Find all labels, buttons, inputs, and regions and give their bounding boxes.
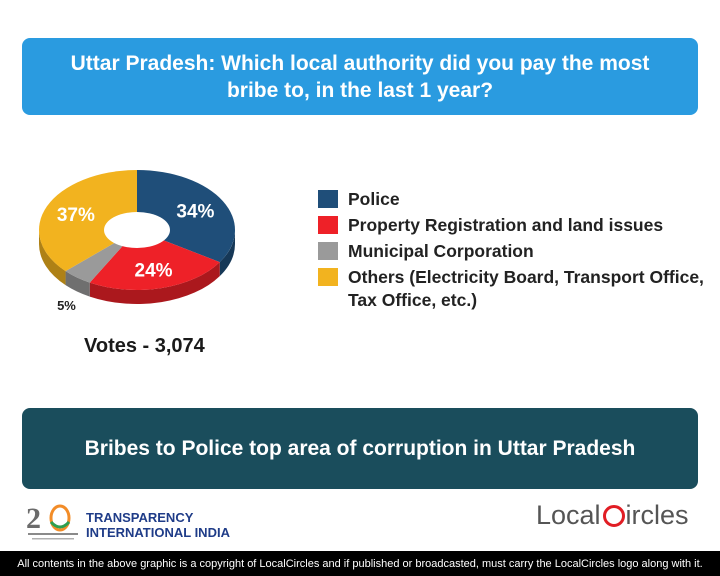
chart-depth (39, 230, 235, 304)
legend-item-police: Police (318, 188, 708, 211)
lc-text-left: Local (536, 500, 601, 530)
slice-side-others-electricity-board-transport-office-tax-office-etc (39, 230, 66, 286)
slice-side-police (219, 230, 235, 277)
localcircles-logo: Local ircles (536, 500, 689, 531)
legend-label: Property Registration and land issues (348, 215, 664, 235)
donut-hole (104, 212, 170, 248)
slice-label-property-registration-and-land-issues: 24% (135, 261, 173, 282)
legend-label: Municipal Corporation (348, 241, 534, 261)
lc-circle-icon (602, 504, 625, 527)
ti-wordmark: TRANSPARENCY INTERNATIONAL INDIA (86, 510, 230, 540)
chart-labels: 34% 24% 5% 37% (57, 201, 215, 313)
slice-label-police: 34% (176, 201, 214, 222)
question-banner: Uttar Pradesh: Which local authority did… (22, 38, 698, 115)
svg-text:2: 2 (26, 502, 41, 535)
ti-line1: TRANSPARENCY (86, 510, 194, 525)
slice-others-electricity-board-transport-office-tax-office-etc (39, 170, 137, 272)
ti-20-years-logo: 2 (26, 502, 78, 540)
donut-chart: 34% 24% 5% 37% (39, 170, 235, 313)
legend-swatch (318, 216, 338, 234)
slice-side-municipal-corporation (65, 271, 90, 297)
legend-item-municipal-corporation: Municipal Corporation (318, 240, 708, 263)
legend-item-others-electricity-board-transport-office-tax-office-etc: Others (Electricity Board, Transport Off… (318, 266, 708, 312)
legend-label: Police (348, 189, 400, 209)
slice-label-others-electricity-board-transport-office-tax-office-etc: 37% (57, 205, 95, 226)
conclusion-banner: Bribes to Police top area of corruption … (22, 408, 698, 489)
legend: Police Property Registration and land iss… (318, 188, 708, 315)
legend-label: Others (Electricity Board, Transport Off… (348, 267, 704, 310)
slice-label-municipal-corporation: 5% (57, 298, 76, 313)
lc-text-right: ircles (625, 500, 689, 530)
legend-swatch (318, 268, 338, 286)
legend-swatch (318, 190, 338, 208)
slice-side-property-registration-and-land-issues (89, 262, 220, 304)
slice-property-registration-and-land-issues (89, 230, 220, 290)
copyright-text: All contents in the above graphic is a c… (17, 557, 703, 570)
ti-line2: INTERNATIONAL INDIA (86, 525, 230, 540)
votes-count: Votes - 3,074 (84, 335, 205, 357)
legend-swatch (318, 242, 338, 260)
question-title: Uttar Pradesh: Which local authority did… (70, 51, 650, 102)
legend-item-property-registration-and-land-issues: Property Registration and land issues (318, 214, 708, 237)
copyright-footer: All contents in the above graphic is a c… (0, 551, 720, 576)
conclusion-text: Bribes to Police top area of corruption … (84, 437, 636, 460)
